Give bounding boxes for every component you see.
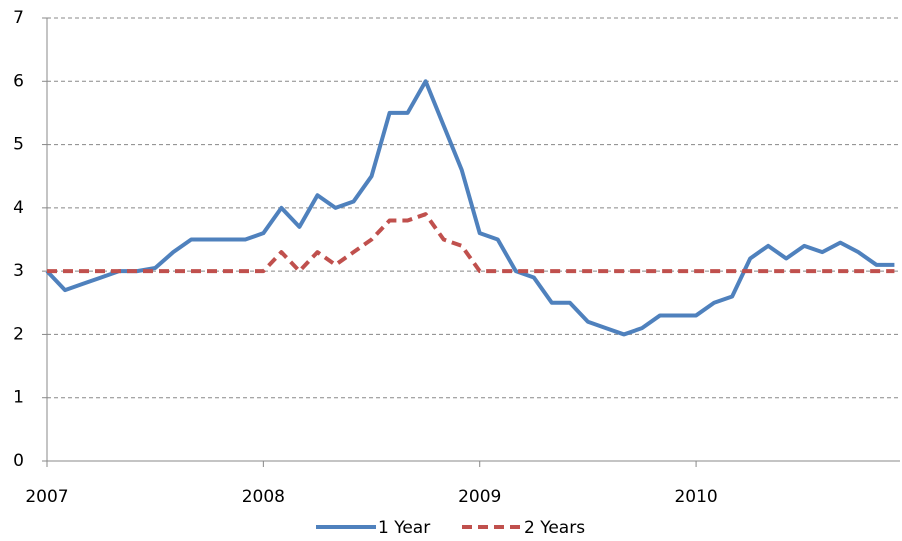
x-tick-label: 2007 [25, 487, 68, 507]
x-tick-label: 2010 [674, 487, 717, 507]
y-tick-label: 1 [13, 388, 24, 408]
legend-label: 2 Years [524, 518, 585, 538]
y-tick-label: 4 [13, 198, 24, 218]
y-tick-label: 3 [13, 261, 24, 281]
y-tick-label: 6 [13, 71, 24, 91]
series-line [45, 79, 895, 337]
x-tick-label: 2008 [242, 487, 285, 507]
y-tick-label: 7 [13, 8, 24, 28]
y-tick-label: 5 [13, 135, 24, 155]
legend-label: 1 Year [378, 518, 430, 538]
y-tick-label: 2 [13, 324, 24, 344]
y-tick-label: 0 [13, 451, 24, 471]
x-tick-label: 2009 [458, 487, 501, 507]
series-line [47, 212, 895, 274]
